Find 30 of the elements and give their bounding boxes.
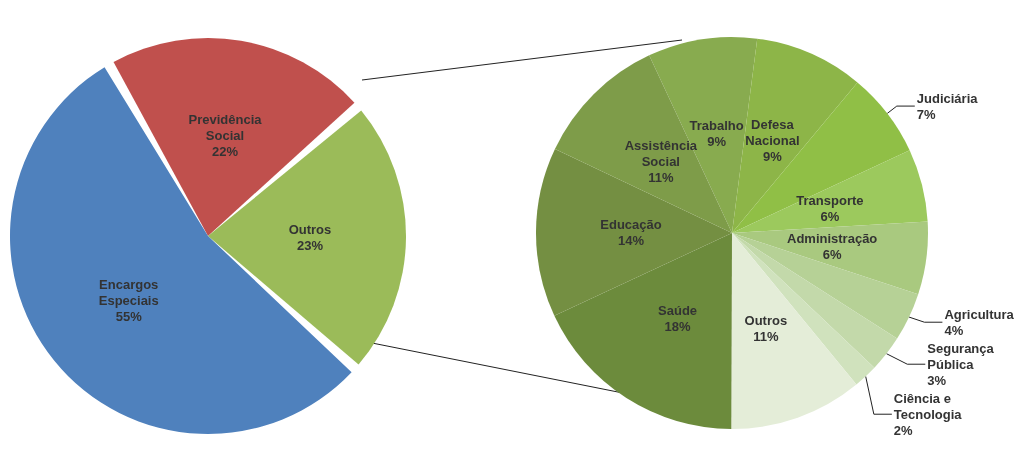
data-label: 7% [916,106,937,122]
slice-label: Defesa Nacional [745,116,800,148]
data-label: 22% [211,143,239,159]
data-label: 6% [820,208,840,224]
data-label: 55% [115,308,143,324]
slice-label: Administração [787,230,878,246]
slice-label: Agricultura [944,306,1015,322]
data-label: 11% [753,328,779,344]
slice-label: Ciência e Tecnologia [893,390,963,422]
slice-label: Judiciária [916,90,979,106]
data-label: 3% [927,372,947,388]
slice-label: Encargos Especiais [98,276,159,308]
data-label: 6% [822,246,842,262]
slice-label: Outros [744,312,788,328]
slice-label: Educação [600,217,662,233]
data-label: 11% [648,169,674,185]
slice-label: Previdência Social [188,111,263,143]
slice-label: Assistência Social [624,137,698,169]
slice-label: Segurança Pública [927,340,995,372]
data-label: 4% [944,322,964,338]
slice-label: Trabalho [689,117,744,133]
data-label: 9% [707,133,727,149]
data-label: 23% [296,237,324,253]
data-label: 18% [664,318,692,334]
data-label: 9% [763,148,783,164]
data-label: 14% [617,233,645,249]
slice-label: Saúde [658,302,698,318]
slice-label: Outros [288,221,332,237]
slice-label: Transporte [796,192,864,208]
data-label: 2% [893,422,914,438]
